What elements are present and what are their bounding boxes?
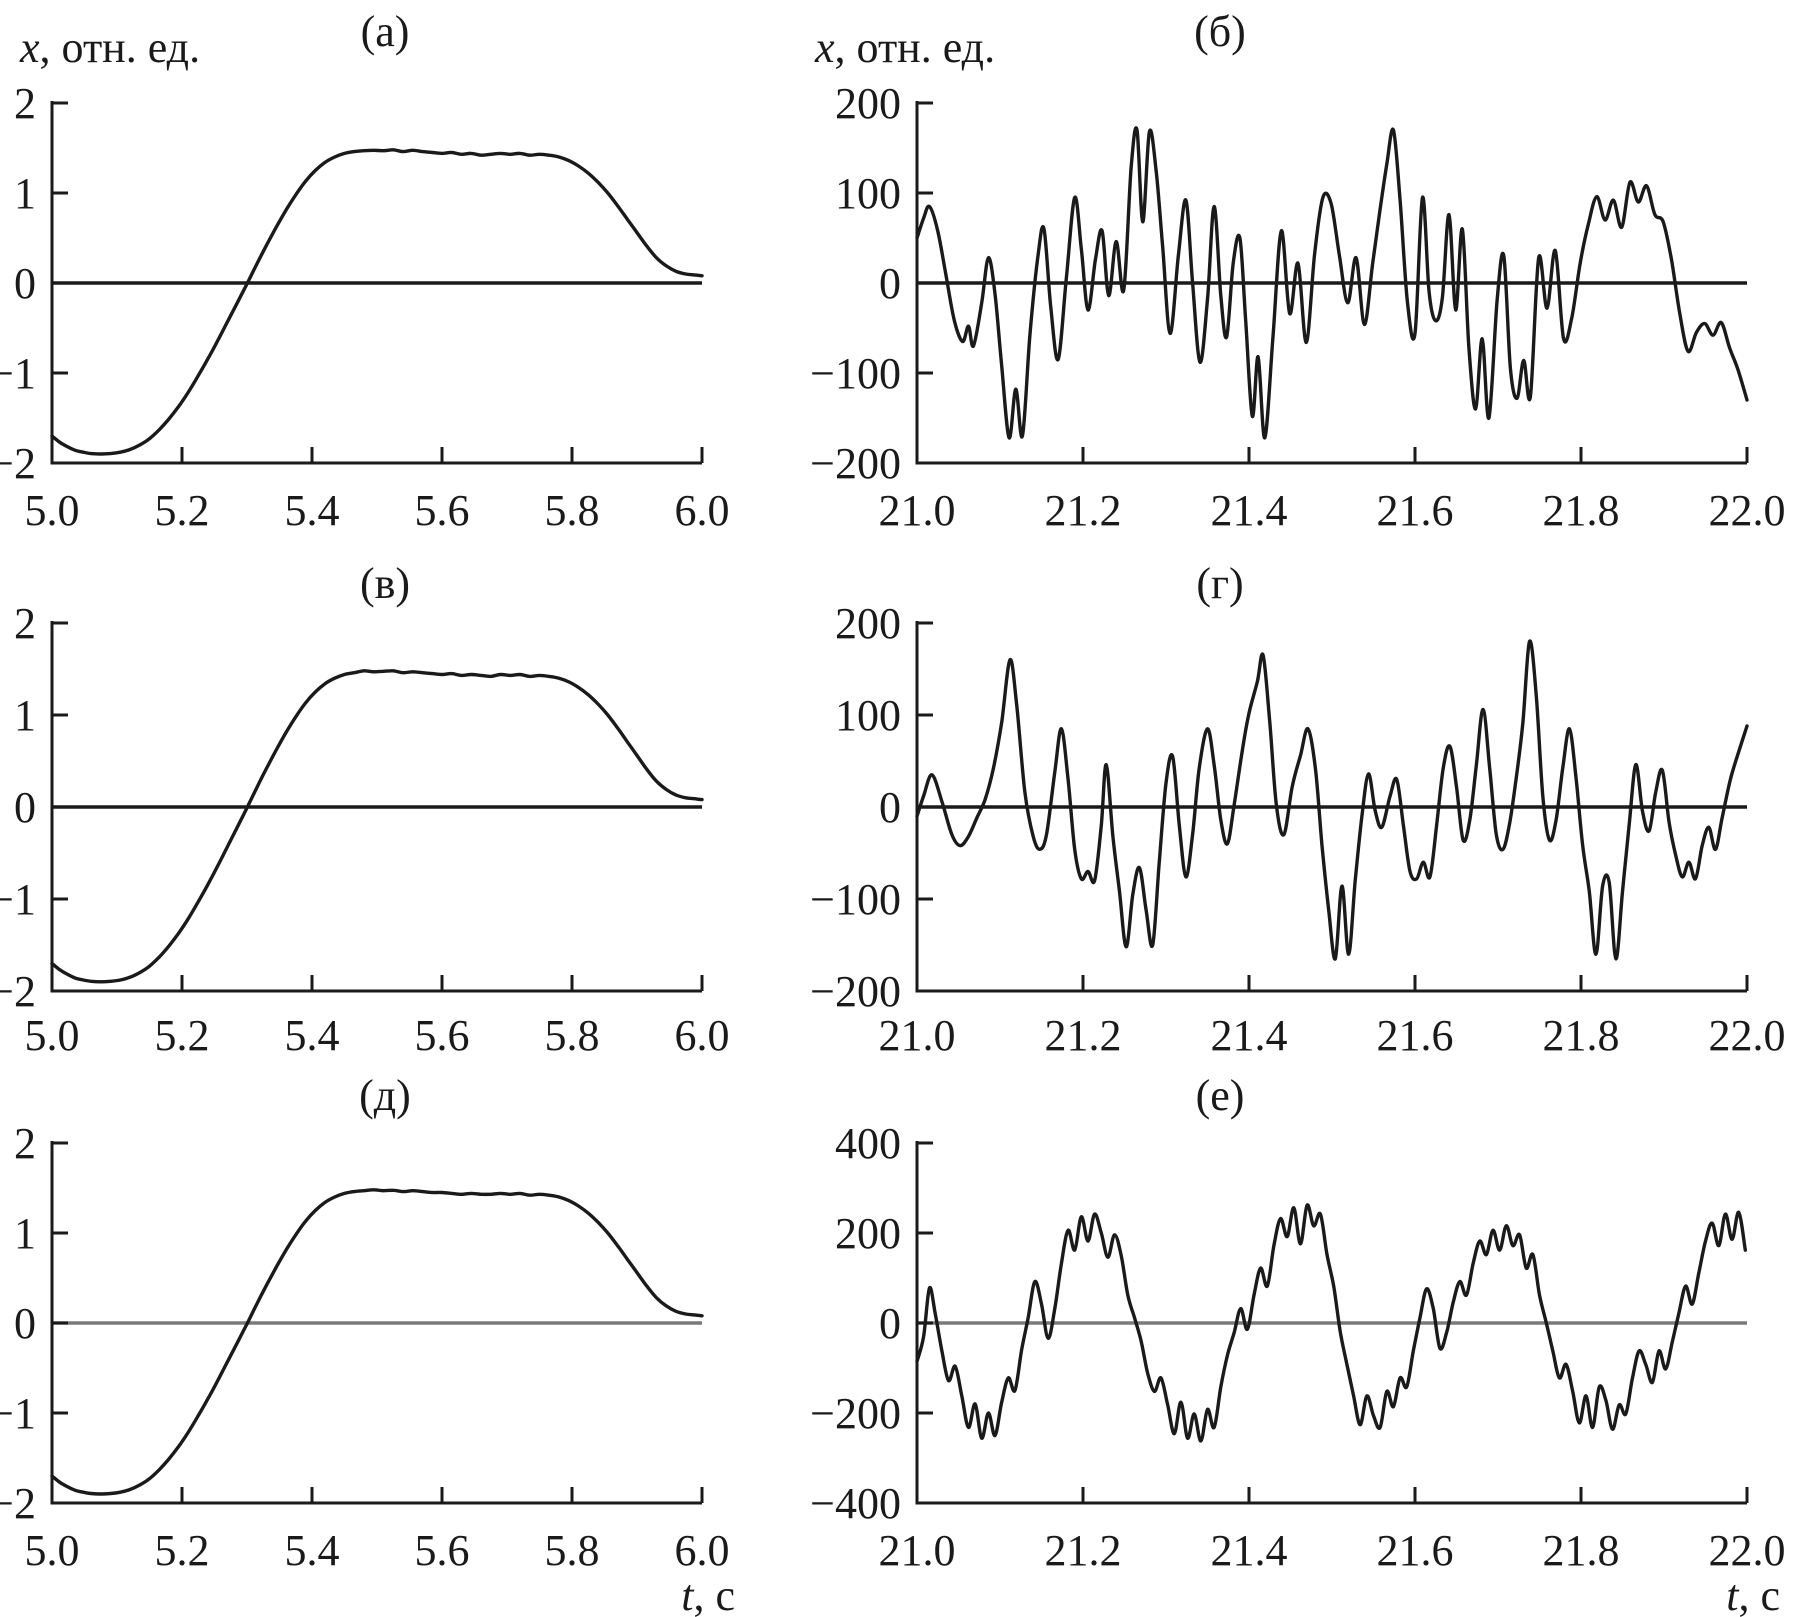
x-tick-label-a: 6.0 [675,486,730,535]
y-tick-label-d: −1 [0,1389,36,1438]
y-tick-label-a: −1 [0,349,36,398]
signal-curve-e [915,1203,1747,1443]
y-tick-label-a: −2 [0,439,36,488]
y-tick-label-b: 200 [835,79,901,128]
x-tick-label-b: 21.4 [1211,486,1288,535]
x-axis-label-e: t, с [1726,1571,1780,1617]
y-tick-label-v: 1 [14,691,36,740]
x-tick-label-e: 21.6 [1377,1526,1454,1575]
x-tick-label-g: 21.2 [1045,1011,1122,1060]
y-tick-label-d: 0 [14,1299,36,1348]
y-tick-label-a: 0 [14,259,36,308]
y-tick-label-g: −200 [810,967,901,1016]
signal-curve-d [50,1188,704,1496]
x-tick-label-g: 22.0 [1709,1011,1786,1060]
y-tick-label-b: −100 [810,349,901,398]
x-tick-label-e: 21.0 [879,1526,956,1575]
panel-a: 2 1 0 −1 −25.0 5.2 5.4 5.6 5.8 6.0 (а) x, отн. ед. [0,7,730,535]
y-tick-label-e: 200 [835,1209,901,1258]
y-tick-label-v: 0 [14,783,36,832]
y-tick-label-b: 100 [835,169,901,218]
x-tick-label-a: 5.8 [545,486,600,535]
x-tick-label-g: 21.8 [1543,1011,1620,1060]
panel-title-g: (г) [1196,559,1243,608]
x-tick-label-e: 21.4 [1211,1526,1288,1575]
y-tick-label-e: −200 [810,1389,901,1438]
x-tick-label-d: 6.0 [675,1526,730,1575]
y-tick-label-g: 100 [835,691,901,740]
x-tick-label-d: 5.6 [415,1526,470,1575]
x-tick-label-v: 5.2 [155,1011,210,1060]
y-tick-label-e: −400 [810,1479,901,1528]
y-tick-label-g: 0 [879,783,901,832]
x-axis-label-d: t, с [681,1571,735,1617]
y-axis-label-a: x, отн. ед. [19,23,200,72]
y-tick-label-e: 400 [835,1119,901,1168]
panel-title-v: (в) [360,559,410,608]
y-tick-label-b: 0 [879,259,901,308]
y-tick-label-v: 2 [14,599,36,648]
x-tick-label-e: 22.0 [1709,1526,1786,1575]
x-tick-label-e: 21.2 [1045,1526,1122,1575]
x-tick-label-v: 5.0 [25,1011,80,1060]
x-tick-label-v: 6.0 [675,1011,730,1060]
x-tick-label-v: 5.4 [285,1011,340,1060]
y-tick-label-g: −100 [810,875,901,924]
panel-title-d: (д) [359,1071,411,1120]
panel-title-a: (а) [361,7,410,56]
x-tick-label-b: 21.2 [1045,486,1122,535]
y-tick-label-b: −200 [810,439,901,488]
x-tick-label-a: 5.4 [285,486,340,535]
signal-curve-g [915,639,1749,961]
x-tick-label-a: 5.2 [155,486,210,535]
y-tick-label-d: 1 [14,1209,36,1258]
panel-title-e: (е) [1196,1071,1245,1120]
y-tick-label-d: 2 [14,1119,36,1168]
y-tick-label-a: 2 [14,79,36,128]
signal-curve-b [915,126,1749,440]
y-tick-label-v: −1 [0,875,36,924]
panel-v: 2 1 0 −1 −25.0 5.2 5.4 5.6 5.8 6.0 (в) [0,559,730,1060]
signal-curve-v [50,669,704,984]
x-tick-label-b: 21.6 [1377,486,1454,535]
panel-title-b: (б) [1194,7,1246,56]
y-tick-label-d: −2 [0,1479,36,1528]
x-tick-label-d: 5.8 [545,1526,600,1575]
x-tick-label-d: 5.4 [285,1526,340,1575]
signal-curve-a [50,148,704,456]
x-tick-label-a: 5.0 [25,486,80,535]
panel-d: 2 1 0 −1 −25.0 5.2 5.4 5.6 5.8 6.0 (д) t, с [0,1071,735,1617]
x-tick-label-b: 22.0 [1709,486,1786,535]
x-tick-label-v: 5.6 [415,1011,470,1060]
x-tick-label-e: 21.8 [1543,1526,1620,1575]
x-tick-label-b: 21.0 [879,486,956,535]
x-tick-label-v: 5.8 [545,1011,600,1060]
y-tick-label-a: 1 [14,169,36,218]
y-tick-label-g: 200 [835,599,901,648]
y-tick-label-e: 0 [879,1299,901,1348]
x-tick-label-a: 5.6 [415,486,470,535]
y-tick-label-v: −2 [0,967,36,1016]
x-tick-label-b: 21.8 [1543,486,1620,535]
x-tick-label-d: 5.2 [155,1526,210,1575]
x-tick-label-g: 21.4 [1211,1011,1288,1060]
x-tick-label-d: 5.0 [25,1526,80,1575]
x-tick-label-g: 21.0 [879,1011,956,1060]
y-axis-label-b: x, отн. ед. [814,23,995,72]
x-tick-label-g: 21.6 [1377,1011,1454,1060]
